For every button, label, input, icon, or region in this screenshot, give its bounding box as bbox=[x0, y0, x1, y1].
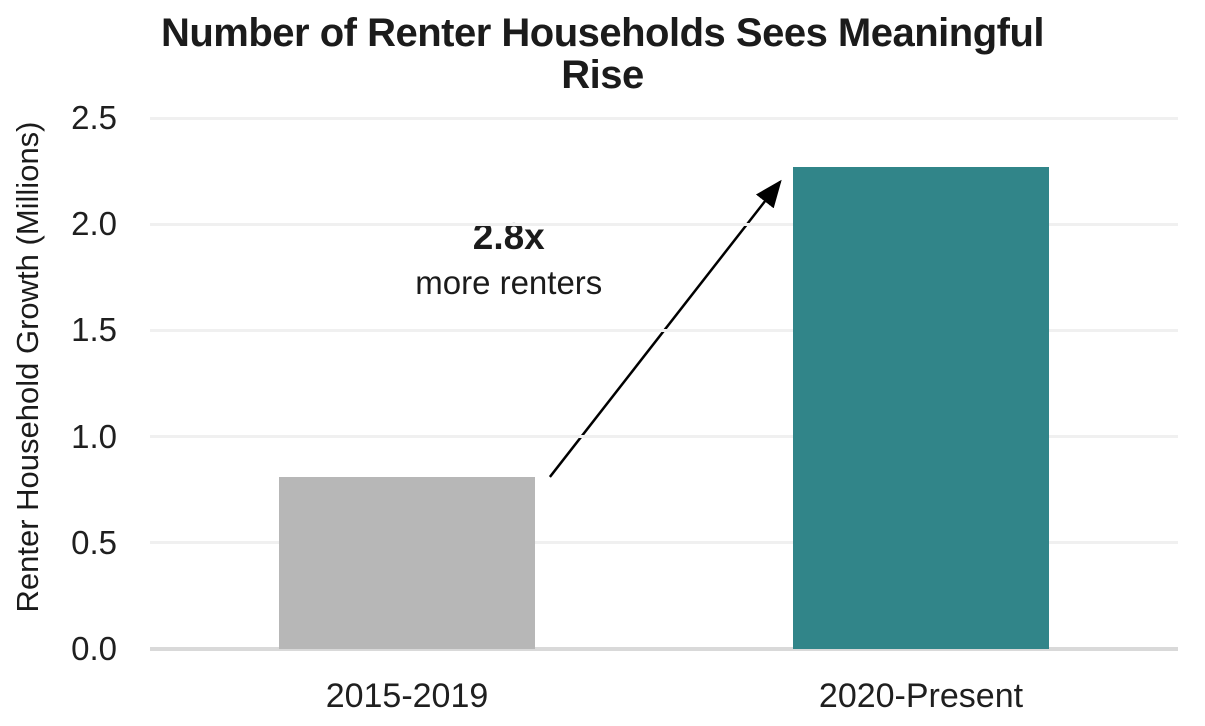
y-tick-label: 2.0 bbox=[71, 205, 117, 243]
gridline bbox=[150, 328, 1178, 332]
x-axis-baseline bbox=[150, 647, 1178, 651]
chart-title-line1: Number of Renter Households Sees Meaning… bbox=[160, 11, 1045, 55]
gridline bbox=[150, 435, 1178, 439]
gridline bbox=[150, 222, 1178, 226]
annotation-label: 2.8x more renters bbox=[415, 215, 602, 303]
annotation-headline: 2.8x bbox=[472, 216, 545, 258]
y-tick-label: 1.0 bbox=[71, 417, 117, 455]
y-tick-label: 2.5 bbox=[71, 99, 117, 136]
gridline bbox=[150, 116, 1178, 120]
y-tick-label: 0.5 bbox=[71, 523, 117, 561]
y-tick-label: 0.0 bbox=[71, 630, 117, 667]
annotation-subtext: more renters bbox=[415, 264, 603, 302]
y-tick-label: 1.5 bbox=[71, 311, 117, 349]
x-tick-label: 2015-2019 bbox=[325, 677, 489, 715]
bar-2020-present bbox=[793, 166, 1049, 649]
chart-title: Number of Renter Households Sees Meaning… bbox=[0, 12, 1205, 96]
bar-2015-2019 bbox=[279, 476, 535, 649]
x-tick-label: 2020-Present bbox=[818, 677, 1024, 715]
gridline bbox=[150, 541, 1178, 545]
chart-title-line2: Rise bbox=[561, 53, 644, 97]
